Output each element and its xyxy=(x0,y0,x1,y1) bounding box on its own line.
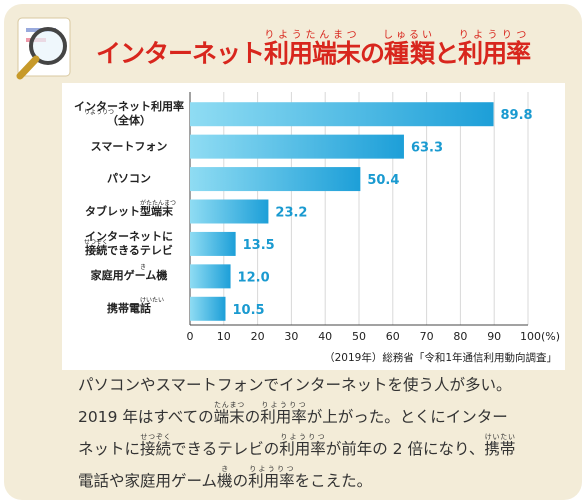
text-segment: パソコンやスマートフォンでインターネットを使う人が多い。 xyxy=(78,376,512,394)
text-segment: インターネット xyxy=(96,39,265,68)
category-ruby: りようりつ xyxy=(84,109,115,117)
x-tick-label: 20 xyxy=(251,330,265,343)
chart: 0 10 20 30 40 50 60 70 80 90 100(%) 89.8 63.3 50.4 23.… xyxy=(187,92,560,364)
ruby-base: 利用率 xyxy=(279,440,326,458)
ruby-base: 携帯 xyxy=(484,440,516,458)
bar xyxy=(190,199,269,224)
text-segment: の xyxy=(360,39,385,68)
category-label: インターネットに 接続できるテレビ xyxy=(85,229,173,257)
text-segment: と xyxy=(434,39,459,68)
text-segment: が前年の 2 倍になり、 xyxy=(325,440,485,458)
text-segment: が上がった。とくにインター xyxy=(306,408,508,426)
ruby-base: 機 xyxy=(217,472,233,490)
x-tick-label: 10 xyxy=(217,330,231,343)
ruby-text: 利用率りようりつ xyxy=(279,433,326,458)
bar xyxy=(190,134,404,159)
text-segment: の xyxy=(244,408,261,426)
category-label: スマートフォン xyxy=(90,139,168,153)
ruby-base: 利用率 xyxy=(248,472,295,490)
ruby-text: 利用端末りようたんまつ xyxy=(264,30,361,68)
ruby-base: 利用率 xyxy=(260,408,307,426)
x-tick-label: 50 xyxy=(352,330,366,343)
x-tick-label: 90 xyxy=(487,330,501,343)
ruby-base: 利用率 xyxy=(458,39,531,68)
body-text: パソコンやスマートフォンでインターネットを使う人が多い。 2019 年はすべての端… xyxy=(78,370,558,497)
ruby-text: 種類しゅるい xyxy=(383,30,436,68)
bar xyxy=(190,231,236,256)
ruby-reading: りようりつ xyxy=(458,30,531,41)
ruby-reading: りようりつ xyxy=(260,401,307,409)
bar xyxy=(190,264,231,289)
ruby-text: 接続せつぞく xyxy=(140,433,172,458)
x-tick-label: 70 xyxy=(420,330,434,343)
category-label: 携帯電話 xyxy=(107,301,151,315)
magnifier-icon xyxy=(16,17,71,80)
x-tick-label: 60 xyxy=(386,330,400,343)
ruby-text: 利用率りようりつ xyxy=(458,30,531,68)
body-line: パソコンやスマートフォンでインターネットを使う人が多い。 xyxy=(78,370,558,401)
text-segment: をこえた。 xyxy=(294,472,373,490)
bar xyxy=(190,167,361,192)
ruby-reading: りようたんまつ xyxy=(264,30,361,41)
category-label: インターネット利用率 （全体） xyxy=(74,100,184,128)
ruby-reading: しゅるい xyxy=(383,30,436,41)
category-ruby: がたたんまつ xyxy=(140,199,177,207)
text-segment: の xyxy=(232,472,249,490)
ruby-text: 利用率りようりつ xyxy=(248,465,295,490)
value-label: 23.2 xyxy=(275,206,307,221)
x-tick-label: 40 xyxy=(318,330,332,343)
bar xyxy=(190,296,226,321)
value-label: 89.8 xyxy=(501,108,533,123)
x-tick-label: 80 xyxy=(453,330,467,343)
ruby-reading: き xyxy=(217,465,233,473)
ruby-text: 携帯けいたい xyxy=(484,433,516,458)
category-ruby: せつぞく xyxy=(84,238,109,246)
text-segment: 2019 年はすべての xyxy=(78,408,214,426)
source-note: （2019年）総務省「令和1年通信利用動向調査」 xyxy=(324,351,557,364)
x-tick-label: 30 xyxy=(284,330,298,343)
text-segment: 電話や家庭用ゲーム xyxy=(78,472,218,490)
x-tick-label: 100(%) xyxy=(520,330,560,343)
category-label: パソコン xyxy=(107,172,151,186)
ruby-text: 端末たんまつ xyxy=(213,401,245,426)
value-label: 12.0 xyxy=(238,270,270,285)
ruby-reading: たんまつ xyxy=(213,401,245,409)
chart-box: 0 10 20 30 40 50 60 70 80 90 100(%) 89.8 63.3 50.4 23.… xyxy=(62,83,565,370)
x-tick-label: 0 xyxy=(187,330,194,343)
title: インターネット利用端末りようたんまつの種類しゅるいと利用率りようりつ xyxy=(96,30,531,70)
body-line: 2019 年はすべての端末たんまつの利用率りようりつが上がった。とくにインター xyxy=(78,401,558,433)
ruby-reading: りようりつ xyxy=(279,433,326,441)
text-segment: できるテレビの xyxy=(171,440,280,458)
category-ruby: けいたい xyxy=(140,296,165,304)
ruby-reading: けいたい xyxy=(484,433,516,441)
value-label: 13.5 xyxy=(243,238,275,253)
ruby-reading: りようりつ xyxy=(248,465,295,473)
body-line: 電話や家庭用ゲーム機きの利用率りようりつをこえた。 xyxy=(78,465,558,497)
ruby-text: 利用率りようりつ xyxy=(260,401,307,426)
category-label: タブレット型端末 xyxy=(85,204,173,218)
body-line: ネットに接続せつぞくできるテレビの利用率りようりつが前年の 2 倍になり、携帯け… xyxy=(78,433,558,465)
value-label: 50.4 xyxy=(367,173,399,188)
bar xyxy=(190,102,494,127)
ruby-base: 端末 xyxy=(213,408,245,426)
ruby-base: 利用端末 xyxy=(264,39,361,68)
ruby-reading: せつぞく xyxy=(140,433,172,441)
category-label: 家庭用ゲーム機 xyxy=(90,269,168,283)
ruby-base: 種類 xyxy=(383,39,436,68)
text-segment: ネットに xyxy=(78,440,141,458)
value-label: 10.5 xyxy=(232,303,264,318)
ruby-text: 機き xyxy=(217,465,233,490)
category-ruby: き xyxy=(140,264,147,272)
value-label: 63.3 xyxy=(411,141,443,156)
ruby-base: 接続 xyxy=(140,440,172,458)
